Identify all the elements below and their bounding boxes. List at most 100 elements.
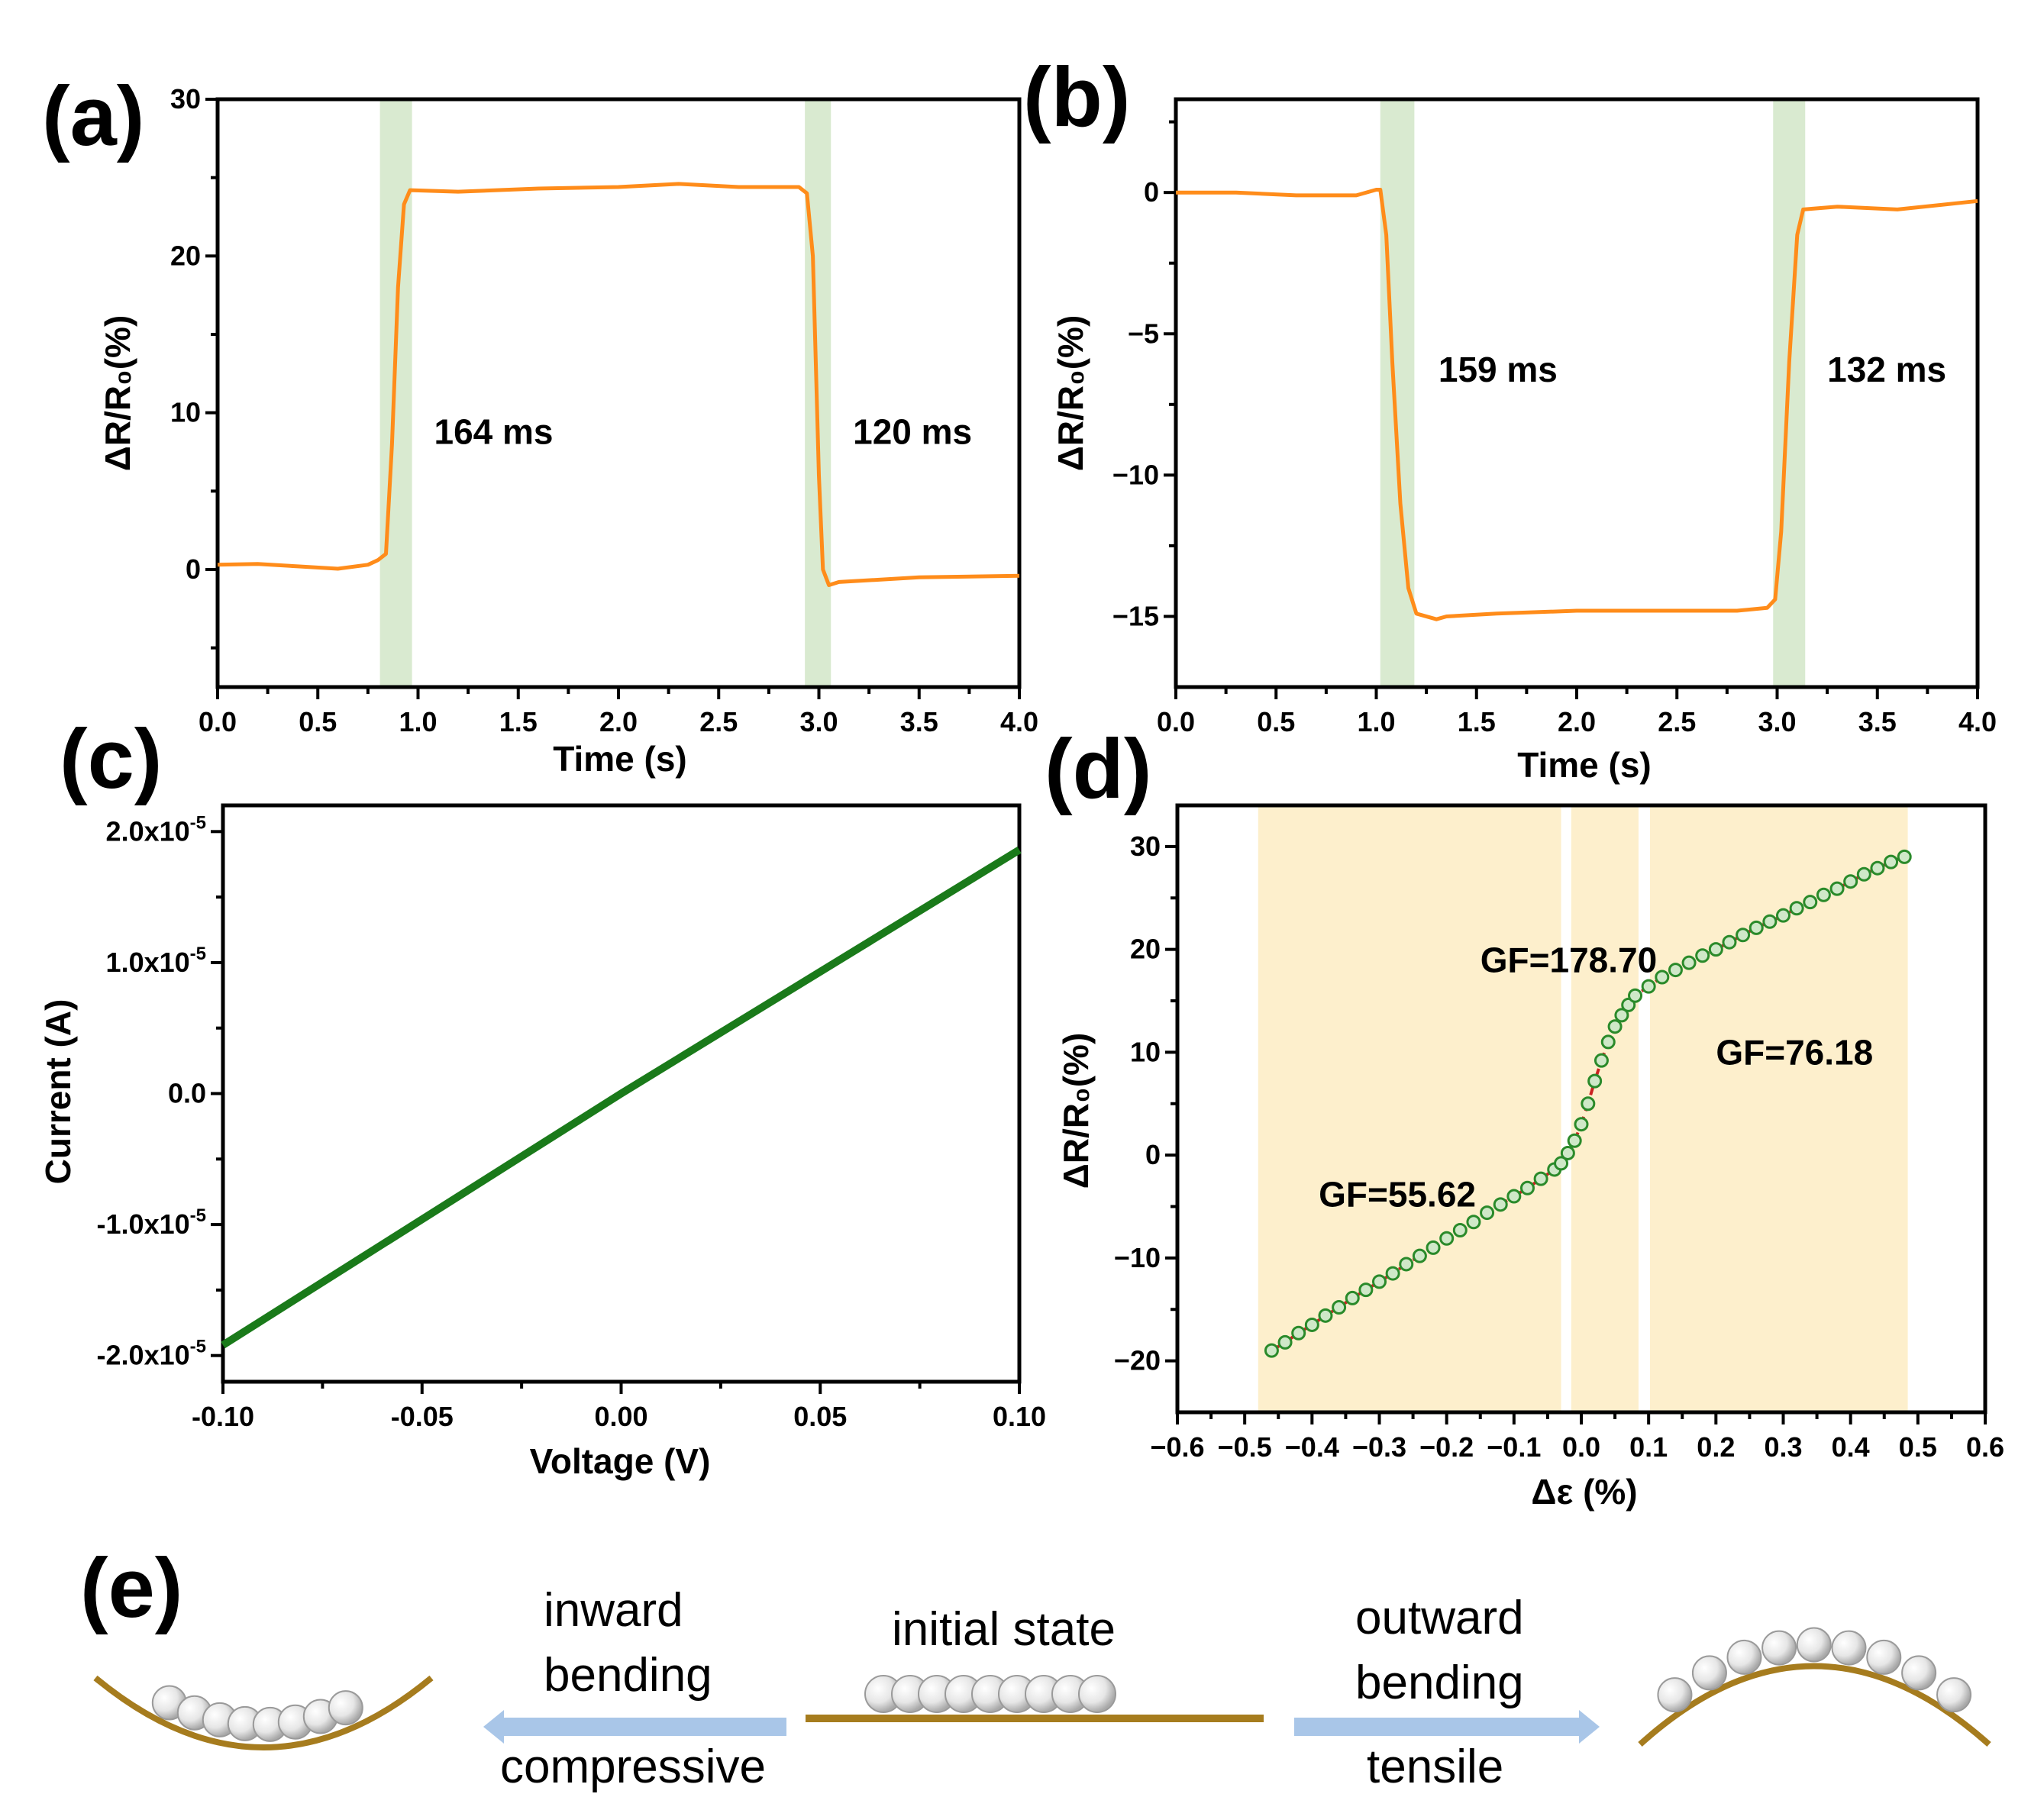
data-point xyxy=(1277,1334,1293,1350)
x-tick-label: 3.5 xyxy=(900,706,938,737)
data-point xyxy=(1574,1117,1589,1132)
nanoparticle xyxy=(1726,1639,1762,1675)
y-tick-label: 0 xyxy=(1144,176,1159,208)
data-point xyxy=(1614,1008,1629,1023)
x-tick-label: 0.2 xyxy=(1697,1431,1735,1463)
x-tick-label: 0.0 xyxy=(199,706,237,737)
data-point xyxy=(1803,895,1818,910)
panel-label-b: (b) xyxy=(1023,50,1130,144)
annotation-0: 159 ms xyxy=(1439,350,1558,389)
data-point xyxy=(1856,866,1871,882)
data-point xyxy=(1372,1274,1387,1289)
panel-d: −0.6 −0.5 −0.4 −0.3 −0.2 −0.1 0.0 0.1 0.2 0.3 0.4 0… xyxy=(1045,722,2004,1512)
x-tick-label: 0.5 xyxy=(299,706,337,737)
data-point xyxy=(1452,1223,1468,1237)
data-point xyxy=(1318,1308,1333,1323)
nanoparticle xyxy=(1657,1677,1693,1713)
y-tick-label: −15 xyxy=(1112,600,1159,631)
y-tick-label: 10 xyxy=(1130,1036,1161,1067)
x-tick-label: 0.1 xyxy=(1629,1431,1668,1463)
x-tick-label: 0.00 xyxy=(594,1401,647,1432)
data-point xyxy=(1695,948,1710,963)
nanoparticle xyxy=(1936,1677,1972,1713)
x-tick-label: 2.5 xyxy=(1658,706,1696,737)
data-point xyxy=(1506,1189,1522,1204)
data-point xyxy=(1870,860,1885,876)
initial-state-label: initial state xyxy=(892,1603,1116,1656)
inward-label-1: inward xyxy=(544,1584,683,1637)
x-tick-label: −0.1 xyxy=(1487,1431,1541,1463)
x-tick-label: 1.0 xyxy=(399,706,437,737)
annotation-2: GF=76.18 xyxy=(1716,1033,1873,1073)
annotation-0: 164 ms xyxy=(434,412,554,452)
compressive-arrow xyxy=(483,1710,786,1744)
data-point xyxy=(1776,908,1791,923)
x-tick-label: -0.10 xyxy=(192,1401,254,1432)
data-point xyxy=(1412,1248,1427,1263)
panel-label-d: (d) xyxy=(1045,722,1151,816)
data-point xyxy=(1708,942,1723,957)
annotation-1: 120 ms xyxy=(853,412,972,452)
data-point xyxy=(1749,920,1764,935)
data-point xyxy=(1385,1266,1400,1281)
outward-balls xyxy=(1657,1627,1972,1713)
x-axis-title: Time (s) xyxy=(553,739,687,779)
data-point xyxy=(1897,849,1912,864)
panel-a: 0.0 0.5 1.0 1.5 2.0 2.5 3.0 3.5 4.0 0 10 20 30 Time (… xyxy=(42,69,1038,779)
x-tick-label: −0.4 xyxy=(1285,1431,1339,1463)
highlight-band-1 xyxy=(1571,805,1639,1412)
y-tick-mantissa: -2.0x10 xyxy=(97,1340,190,1371)
y-tick-mantissa: 0.0 xyxy=(168,1078,206,1109)
highlight-band-0 xyxy=(1258,805,1561,1412)
nanoparticle xyxy=(1866,1639,1902,1675)
y-tick-exponent: -5 xyxy=(190,812,206,833)
nanoparticle xyxy=(1691,1655,1727,1691)
y-tick-exponent: -5 xyxy=(190,1337,206,1357)
x-tick-label: 1.5 xyxy=(499,706,538,737)
x-tick-label: 4.0 xyxy=(1958,706,1997,737)
x-tick-label: 0.5 xyxy=(1257,706,1295,737)
x-tick-label: 1.0 xyxy=(1357,706,1395,737)
outward-substrate xyxy=(1638,1663,1991,1747)
y-tick-mantissa: 1.0x10 xyxy=(106,947,190,978)
annotation-1: 132 ms xyxy=(1827,350,1946,389)
y-tick-label: -1.0x10-5 xyxy=(97,1205,206,1240)
nanoparticle xyxy=(1901,1655,1937,1691)
data-point xyxy=(1304,1317,1319,1332)
data-point xyxy=(1399,1257,1414,1272)
x-tick-label: 0.0 xyxy=(1157,706,1195,737)
compressive-label: compressive xyxy=(500,1741,766,1793)
x-tick-label: 0.6 xyxy=(1966,1431,2004,1463)
y-tick-label: 0.0 xyxy=(168,1078,206,1109)
data-point xyxy=(1843,874,1858,889)
data-point xyxy=(1480,1205,1495,1221)
y-axis-title: ΔR/R₀(%) xyxy=(1056,1033,1096,1189)
tensile-label: tensile xyxy=(1367,1741,1503,1793)
data-point xyxy=(1560,1145,1575,1160)
x-tick-label: 0.0 xyxy=(1562,1431,1600,1463)
panel-c: -0.10 -0.05 0.00 0.05 0.10-2.0x10-5-1.0x10-5… xyxy=(38,712,1046,1481)
data-point xyxy=(1332,1300,1347,1315)
x-axis-title: Voltage (V) xyxy=(530,1441,711,1481)
nanoparticle xyxy=(328,1690,363,1726)
x-tick-label: 3.0 xyxy=(799,706,838,737)
data-point xyxy=(1722,934,1737,950)
y-tick-mantissa: 2.0x10 xyxy=(106,815,190,847)
data-point xyxy=(1493,1197,1508,1212)
y-tick-label: -2.0x10-5 xyxy=(97,1337,206,1371)
annotation-0: GF=55.62 xyxy=(1319,1175,1476,1215)
x-tick-label: 2.5 xyxy=(699,706,738,737)
x-axis-title: Time (s) xyxy=(1517,745,1652,785)
data-point xyxy=(1600,1034,1616,1050)
y-axis-title: ΔR/R₀(%) xyxy=(98,315,137,472)
x-tick-label: −0.5 xyxy=(1218,1431,1272,1463)
data-point xyxy=(1829,881,1845,896)
x-tick-label: -0.05 xyxy=(391,1401,454,1432)
nanoparticle xyxy=(1831,1630,1867,1666)
plot-frame xyxy=(1174,97,1980,689)
data-point xyxy=(1655,970,1670,985)
nanoparticle xyxy=(1761,1630,1797,1666)
data-point xyxy=(1264,1343,1279,1358)
y-tick-label: −10 xyxy=(1114,1242,1161,1273)
